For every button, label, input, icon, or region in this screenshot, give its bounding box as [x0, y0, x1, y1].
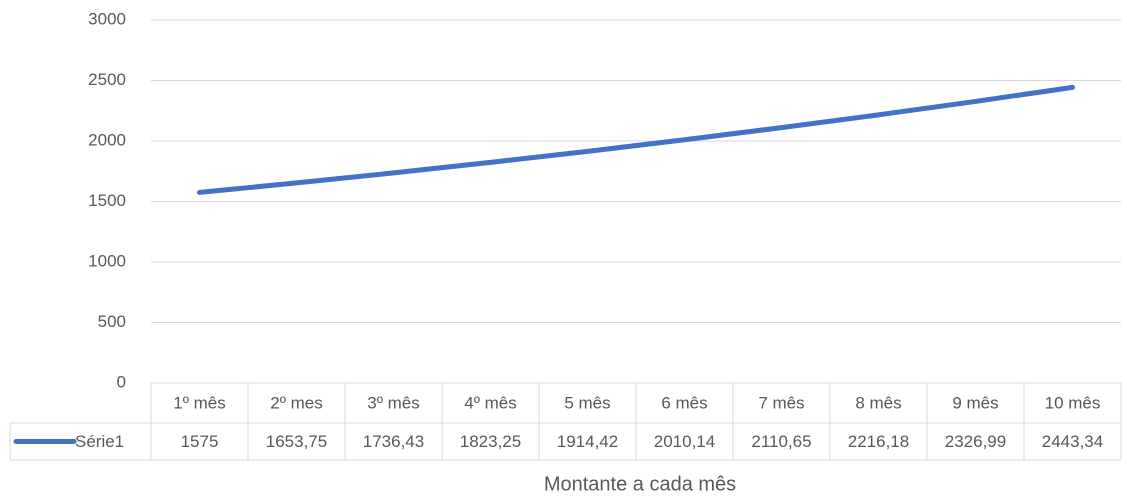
y-tick-label: 3000: [88, 9, 126, 28]
data-label: 1736,43: [363, 432, 424, 451]
x-tick-label: 6 mês: [661, 393, 707, 412]
x-tick-label: 1º mês: [173, 393, 226, 412]
legend-label: Série1: [75, 432, 124, 451]
x-tick-label: 4º mês: [464, 393, 517, 412]
y-tick-label: 1000: [88, 251, 126, 270]
data-label: 2110,65: [751, 432, 811, 451]
data-line: [197, 84, 1075, 195]
y-tick-label: 1500: [88, 191, 126, 210]
y-tick-label: 2500: [88, 70, 126, 89]
x-tick-label: 2º mes: [270, 393, 323, 412]
x-tick-label: 10 mês: [1045, 393, 1101, 412]
x-tick-label: 9 mês: [952, 393, 998, 412]
y-tick-label: 0: [117, 372, 126, 391]
data-label: 2326,99: [945, 432, 1006, 451]
data-label: 1575: [181, 432, 219, 451]
data-label: 1653,75: [266, 432, 327, 451]
data-label: 1823,25: [460, 432, 521, 451]
y-tick-label: 2000: [88, 130, 126, 149]
y-tick-label: 500: [98, 312, 126, 331]
x-tick-label: 7 mês: [758, 393, 804, 412]
x-tick-label: 5 mês: [564, 393, 610, 412]
data-label: 2216,18: [848, 432, 909, 451]
x-tick-label: 8 mês: [855, 393, 901, 412]
data-label: 1914,42: [557, 432, 618, 451]
x-axis-title: Montante a cada mês: [544, 473, 736, 495]
x-tick-label: 3º mês: [367, 393, 420, 412]
data-label: 2010,14: [654, 432, 715, 451]
data-label: 2443,34: [1042, 432, 1103, 451]
